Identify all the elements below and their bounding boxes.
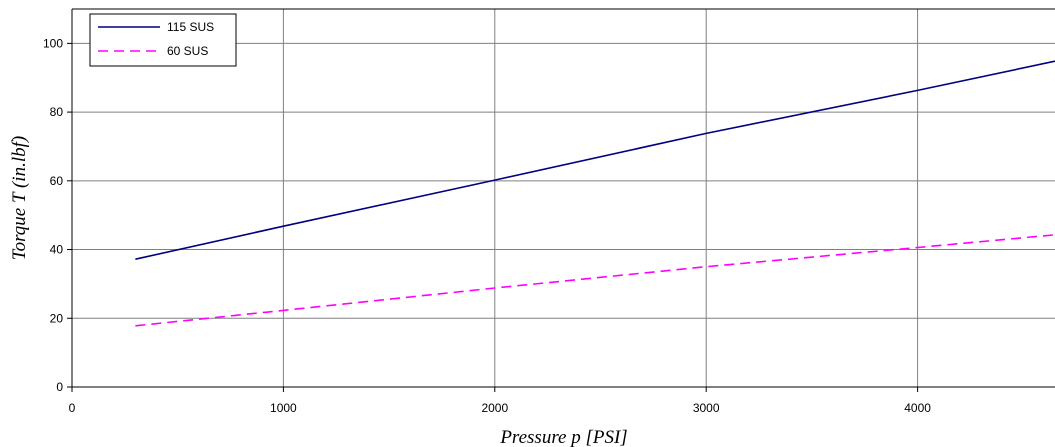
y-tick-label: 80 (50, 105, 64, 119)
y-tick-label: 100 (43, 36, 63, 50)
plot-background (72, 9, 1055, 387)
y-tick-label: 0 (56, 380, 63, 394)
x-tick-label: 3000 (693, 401, 720, 415)
x-tick-label: 1000 (270, 401, 297, 415)
y-tick-label: 40 (50, 243, 64, 257)
x-tick-label: 2000 (481, 401, 508, 415)
y-tick-label: 60 (50, 174, 64, 188)
y-tick-labels: 0 20 40 60 80 100 (43, 36, 72, 394)
series-line-2 (135, 234, 1055, 327)
x-tick-label: 4000 (904, 401, 931, 415)
y-axis-title: Torque T (in.lbf) (9, 136, 30, 260)
series-line-1 (135, 60, 1055, 260)
x-axis-title: Pressure p [PSI] (499, 427, 627, 447)
legend-box (89, 13, 237, 67)
x-tick-label: 0 (69, 401, 76, 415)
series-lines (135, 60, 1055, 327)
legend-label: 115 SUS (167, 20, 214, 34)
legend-label: 60 SUS (167, 44, 208, 58)
x-tick-labels: 0 1000 2000 3000 4000 (69, 387, 931, 415)
y-tick-label: 20 (50, 311, 64, 325)
legend: 115 SUS 60 SUS (89, 13, 237, 67)
legend-items: 115 SUS 60 SUS (98, 20, 214, 58)
